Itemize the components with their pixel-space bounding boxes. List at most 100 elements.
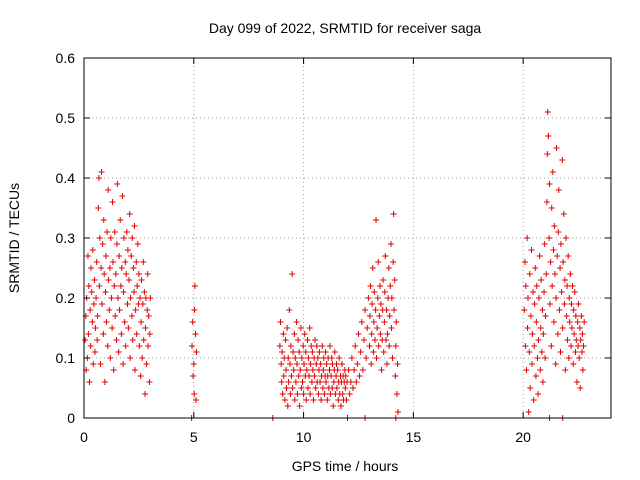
data-point: [141, 289, 148, 295]
data-point: [523, 367, 530, 373]
data-point: [575, 343, 582, 349]
data-point: [84, 253, 91, 259]
data-point: [109, 259, 116, 265]
data-point: [560, 259, 567, 265]
data-point: [543, 271, 550, 277]
data-point: [300, 343, 307, 349]
data-point: [564, 337, 571, 343]
data-point: [108, 295, 115, 301]
data-point: [552, 271, 559, 277]
data-point: [88, 289, 95, 295]
data-point: [111, 229, 118, 235]
data-point: [377, 301, 384, 307]
data-point: [307, 361, 314, 367]
data-point: [360, 337, 367, 343]
data-point: [550, 247, 557, 253]
data-point: [193, 349, 200, 355]
data-point: [532, 373, 539, 379]
data-point: [353, 379, 360, 385]
data-point: [380, 349, 387, 355]
data-point: [191, 307, 198, 313]
data-point: [577, 385, 584, 391]
x-tick-label: 0: [80, 429, 88, 445]
data-point: [291, 331, 298, 337]
data-point: [292, 379, 299, 385]
data-point: [574, 319, 581, 325]
data-point: [541, 241, 548, 247]
data-point: [318, 397, 325, 403]
data-point: [133, 331, 140, 337]
data-point: [100, 331, 107, 337]
data-point: [378, 367, 385, 373]
data-point: [527, 313, 534, 319]
data-point: [363, 355, 370, 361]
data-point: [342, 385, 349, 391]
data-point: [85, 283, 92, 289]
data-point: [107, 235, 114, 241]
data-point: [537, 367, 544, 373]
data-point: [328, 355, 335, 361]
data-point: [109, 325, 116, 331]
data-point: [192, 397, 199, 403]
data-point: [551, 223, 558, 229]
data-point: [355, 331, 362, 337]
data-point: [101, 379, 108, 385]
data-point: [95, 175, 102, 181]
data-point: [312, 337, 319, 343]
data-point: [190, 361, 197, 367]
data-point: [382, 337, 389, 343]
x-tick-label: 15: [406, 429, 422, 445]
data-point: [528, 361, 535, 367]
data-point: [544, 109, 551, 115]
data-point: [368, 331, 375, 337]
data-point: [123, 271, 130, 277]
data-point: [311, 373, 318, 379]
data-point: [115, 349, 122, 355]
data-point: [327, 391, 334, 397]
data-point: [300, 391, 307, 397]
y-tick-label: 0.4: [56, 170, 76, 186]
data-point: [294, 391, 301, 397]
data-point: [295, 373, 302, 379]
data-point: [549, 169, 556, 175]
data-point: [126, 211, 133, 217]
data-point: [373, 355, 380, 361]
data-point: [526, 271, 533, 277]
data-point: [575, 301, 582, 307]
data-point: [286, 361, 293, 367]
data-point: [568, 343, 575, 349]
data-point: [285, 355, 292, 361]
data-point: [521, 259, 528, 265]
data-point: [566, 319, 573, 325]
data-point: [380, 277, 387, 283]
data-point: [90, 301, 97, 307]
data-point: [322, 379, 329, 385]
data-point: [555, 187, 562, 193]
data-point: [301, 331, 308, 337]
data-point: [305, 355, 312, 361]
data-point: [276, 343, 283, 349]
data-point: [124, 247, 131, 253]
data-point: [104, 229, 111, 235]
data-point: [289, 271, 296, 277]
data-point: [577, 337, 584, 343]
data-point: [128, 313, 135, 319]
data-point: [521, 307, 528, 313]
x-tick-label: 10: [296, 429, 312, 445]
data-point: [553, 145, 560, 151]
data-point: [393, 391, 400, 397]
data-point: [91, 349, 98, 355]
data-point: [384, 361, 391, 367]
data-point: [96, 235, 103, 241]
data-point: [312, 385, 319, 391]
data-point: [541, 289, 548, 295]
data-point: [119, 193, 126, 199]
data-point: [320, 367, 327, 373]
data-point: [278, 379, 285, 385]
data-point: [97, 361, 104, 367]
data-point: [539, 307, 546, 313]
data-point: [546, 301, 553, 307]
data-point: [133, 259, 140, 265]
data-point: [144, 307, 151, 313]
data-point: [548, 205, 555, 211]
